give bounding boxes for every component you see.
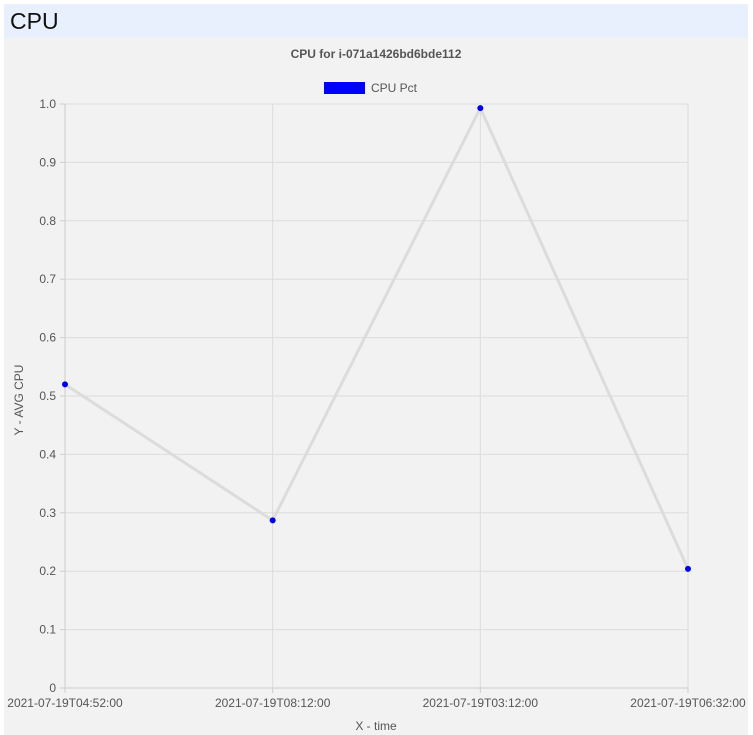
chart-panel: CPU CPU for i-071a1426bd6bde112 CPU Pct … [4,4,748,735]
legend-swatch [324,82,365,94]
y-tick-label: 0.7 [39,272,56,286]
data-point[interactable] [62,381,68,388]
x-tick-labels: 2021-07-19T04:52:00 2021-07-19T08:12:00 20… [7,696,746,710]
page-title: CPU [10,8,59,34]
y-tick-label: 0.4 [39,447,56,461]
y-tick-labels: 0 0.1 0.2 0.3 0.4 0.5 0.6 0.7 0.8 0.9 1.0 [39,97,56,695]
cpu-line-chart: CPU for i-071a1426bd6bde112 CPU Pct 0 0.1… [7,47,746,733]
y-tick-label: 0.9 [39,155,56,169]
axes [64,104,688,689]
series-cpu-pct [62,105,691,572]
y-tick-label: 0 [49,681,56,695]
y-tick-label: 0.6 [39,331,56,345]
data-point[interactable] [685,565,691,572]
series-line [64,106,690,570]
y-tick-label: 0.8 [39,214,56,228]
x-tick-label: 2021-07-19T06:32:00 [630,696,746,710]
x-axis-title: X - time [355,719,397,733]
y-axis-title: Y - AVG CPU [12,365,26,436]
y-tick-label: 0.3 [39,506,56,520]
data-point[interactable] [269,517,276,524]
x-tick-label: 2021-07-19T03:12:00 [423,696,539,710]
x-tick-label: 2021-07-19T04:52:00 [7,696,123,710]
y-tick-label: 0.1 [39,623,56,637]
legend-label: CPU Pct [371,81,418,95]
page-header: CPU [4,4,748,38]
legend[interactable]: CPU Pct [324,81,418,95]
grid-lines [60,103,689,693]
y-tick-label: 1.0 [39,97,56,111]
data-point[interactable] [477,105,484,112]
y-tick-label: 0.2 [39,564,56,578]
chart-title: CPU for i-071a1426bd6bde112 [291,47,462,61]
y-tick-label: 0.5 [39,389,56,403]
x-tick-label: 2021-07-19T08:12:00 [215,696,331,710]
